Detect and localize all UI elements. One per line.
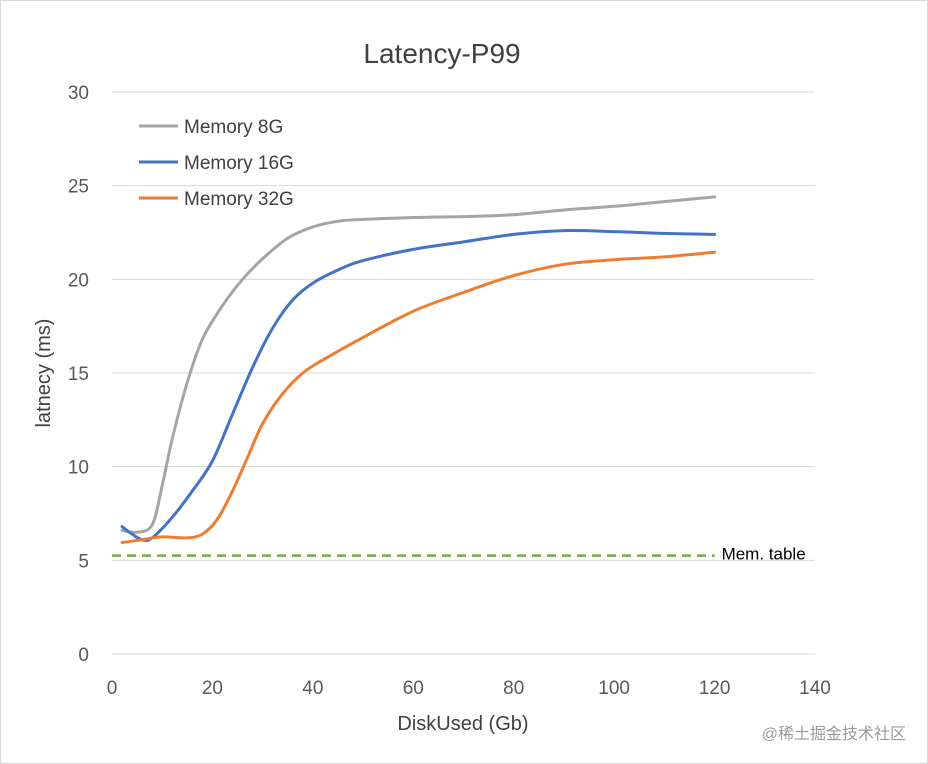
- chart-title: Latency-P99: [363, 38, 520, 69]
- x-tick-80: 80: [503, 678, 524, 699]
- y-tick-10: 10: [68, 458, 89, 479]
- y-tick-0: 0: [78, 645, 89, 666]
- y-tick-15: 15: [68, 364, 89, 385]
- series-line-memory-16g: [120, 229, 717, 542]
- x-tick-120: 120: [699, 678, 731, 699]
- series-line-memory-8g: [120, 195, 717, 534]
- reference-line-label: Mem. table: [722, 545, 806, 564]
- legend-label-memory-16g: Memory 16G: [184, 153, 294, 174]
- legend-label-memory-32g: Memory 32G: [184, 189, 294, 210]
- x-tick-140: 140: [799, 678, 831, 699]
- x-tick-0: 0: [107, 678, 118, 699]
- x-axis-label: DiskUsed (Gb): [397, 713, 528, 735]
- y-tick-5: 5: [78, 551, 89, 572]
- x-tick-60: 60: [403, 678, 424, 699]
- legend: Memory 8G Memory 16G Memory 32G: [139, 117, 294, 210]
- series-group: [120, 195, 717, 544]
- x-tick-labels: 0 20 40 60 80 100 120 140: [107, 678, 831, 699]
- y-tick-20: 20: [68, 270, 89, 291]
- y-tick-25: 25: [68, 177, 89, 198]
- x-tick-100: 100: [598, 678, 630, 699]
- y-tick-30: 30: [68, 83, 89, 104]
- y-axis-label: latnecy (ms): [33, 319, 55, 428]
- reference-line-group: Mem. table: [112, 545, 806, 564]
- series-line-memory-32g: [120, 250, 717, 544]
- legend-label-memory-8g: Memory 8G: [184, 117, 283, 138]
- y-tick-labels: 0 5 10 15 20 25 30: [68, 83, 89, 666]
- grid: [112, 91, 815, 655]
- x-tick-40: 40: [302, 678, 323, 699]
- x-tick-20: 20: [202, 678, 223, 699]
- watermark: @稀土掘金技术社区: [762, 725, 906, 743]
